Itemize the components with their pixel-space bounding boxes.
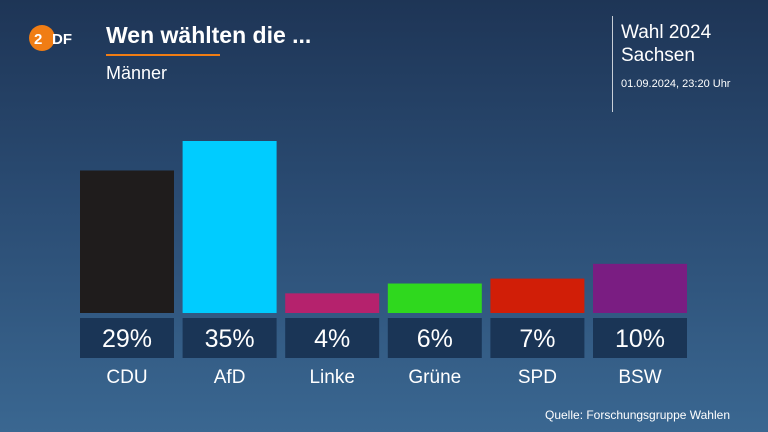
value-label-box: [285, 318, 380, 358]
svg-text:2: 2: [34, 31, 42, 48]
bar-afd: [182, 141, 277, 313]
value-label-box: [387, 318, 482, 358]
value-label: 7%: [519, 325, 555, 353]
category-label: Grüne: [408, 367, 461, 388]
zdf-logo: 2 DF: [29, 25, 72, 51]
chart-title: Wen wählten die ...: [106, 22, 312, 48]
bar-grüne: [387, 283, 482, 313]
election-datetime: 01.09.2024, 23:20 Uhr: [621, 78, 731, 90]
bar-spd: [490, 278, 585, 313]
chart-subtitle: Männer: [106, 63, 168, 83]
category-label: CDU: [106, 367, 147, 388]
value-label: 29%: [102, 325, 152, 353]
value-label: 4%: [314, 325, 350, 353]
election-name: Wahl 2024: [621, 22, 712, 43]
value-label-box: [593, 318, 687, 358]
category-label: AfD: [214, 367, 246, 388]
bar-linke: [285, 293, 380, 313]
svg-text:DF: DF: [52, 31, 72, 48]
category-label: Linke: [309, 367, 354, 388]
value-label: 6%: [417, 325, 453, 353]
value-label-box: [182, 318, 277, 358]
category-label: BSW: [618, 367, 661, 388]
bar-bsw: [593, 263, 687, 313]
title-underline: [106, 54, 220, 56]
value-label-box: [490, 318, 585, 358]
value-label-box: [80, 318, 174, 358]
election-region: Sachsen: [621, 45, 695, 66]
source-note: Quelle: Forschungsgruppe Wahlen: [545, 408, 730, 422]
value-label: 10%: [615, 325, 665, 353]
bar-cdu: [80, 170, 174, 313]
category-label: SPD: [518, 367, 557, 388]
value-label: 35%: [205, 325, 255, 353]
header-divider: [612, 16, 613, 112]
